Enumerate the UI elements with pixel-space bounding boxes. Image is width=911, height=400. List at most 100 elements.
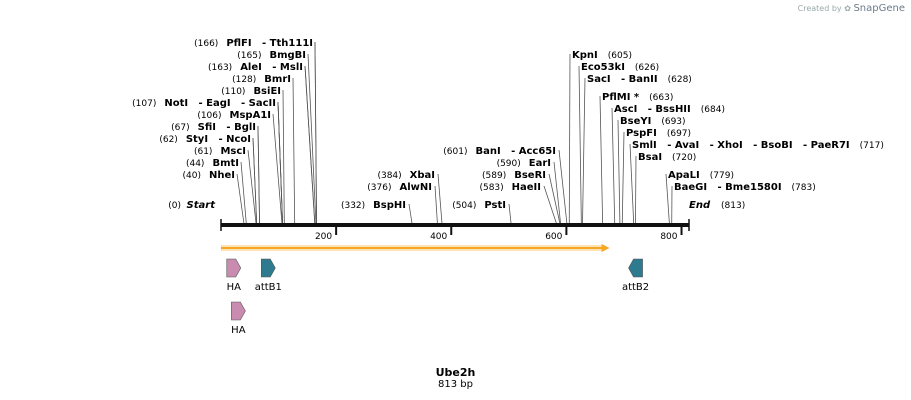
site-position: (44) bbox=[186, 159, 204, 169]
tick-label: 600 bbox=[545, 232, 562, 242]
site-line bbox=[635, 155, 637, 225]
site-position: (589) bbox=[482, 171, 506, 181]
site-position: (166) bbox=[194, 39, 218, 49]
start-position: (0) bbox=[168, 201, 181, 211]
site-label: SfiI - BglI bbox=[198, 122, 256, 133]
tick-label: 800 bbox=[660, 232, 677, 242]
end-position: (813) bbox=[721, 201, 745, 211]
site-line bbox=[617, 119, 621, 225]
site-line bbox=[240, 161, 247, 225]
site-position: (165) bbox=[237, 51, 261, 61]
site-position: (626) bbox=[635, 63, 659, 73]
site-line bbox=[508, 203, 512, 225]
orf-arrowhead bbox=[601, 244, 610, 252]
site-line bbox=[292, 77, 296, 225]
site-lines bbox=[236, 41, 673, 225]
site-position: (628) bbox=[668, 75, 692, 85]
site-label: NheI bbox=[209, 170, 235, 181]
site-line bbox=[621, 131, 625, 225]
feature-label: attB2 bbox=[622, 282, 649, 293]
site-label: PflMI * bbox=[602, 92, 640, 103]
end-label: End bbox=[689, 200, 711, 211]
site-line bbox=[437, 173, 443, 225]
site-line bbox=[568, 53, 571, 225]
site-label: BmtI bbox=[212, 158, 239, 169]
site-line bbox=[665, 173, 670, 225]
dna-backbone: 200 400 600 800 bbox=[220, 219, 690, 242]
site-label: BseRI bbox=[514, 170, 546, 181]
site-line bbox=[553, 161, 562, 225]
site-line bbox=[548, 173, 561, 225]
site-labels: (0) Start End (813) PflFI - Tth111I (166) BmgB… bbox=[132, 38, 884, 211]
site-line bbox=[599, 95, 604, 225]
tick-label: 400 bbox=[430, 232, 447, 242]
feature-label: HA bbox=[227, 282, 242, 293]
sequence-length: 813 bp bbox=[438, 379, 473, 390]
site-line bbox=[257, 125, 260, 225]
start-label: Start bbox=[187, 200, 217, 211]
site-position: (779) bbox=[710, 171, 734, 181]
site-label: BanI - Acc65I bbox=[475, 146, 556, 157]
site-position: (40) bbox=[183, 171, 201, 181]
site-line bbox=[252, 137, 258, 225]
site-line bbox=[558, 149, 568, 225]
site-position: (128) bbox=[232, 75, 256, 85]
credit-prefix: Created by bbox=[797, 4, 842, 13]
site-label: BmgBI bbox=[269, 50, 306, 61]
site-position: (684) bbox=[701, 105, 725, 115]
site-label: StyI - NcoI bbox=[186, 134, 251, 145]
snapgene-credit: Created by ✿ SnapGene bbox=[798, 3, 905, 14]
site-position: (106) bbox=[197, 111, 221, 121]
site-label: XbaI bbox=[410, 170, 435, 181]
site-line bbox=[277, 101, 283, 225]
site-position: (605) bbox=[608, 51, 632, 61]
feature-ha-arrow bbox=[226, 258, 242, 278]
site-label: BseYI bbox=[620, 116, 651, 127]
site-line bbox=[611, 107, 616, 225]
snapgene-logo-icon: ✿ bbox=[844, 4, 851, 13]
feature-track: HA attB1 attB2 HA bbox=[221, 244, 649, 336]
tick-label: 200 bbox=[315, 232, 332, 242]
site-position: (62) bbox=[159, 135, 177, 145]
site-position: (717) bbox=[860, 141, 884, 151]
site-label: MscI bbox=[220, 146, 246, 157]
site-line bbox=[582, 77, 586, 225]
backbone-bar bbox=[221, 223, 689, 227]
site-line bbox=[236, 173, 245, 225]
site-position: (693) bbox=[661, 117, 685, 127]
site-position: (583) bbox=[479, 183, 503, 193]
site-position: (663) bbox=[649, 93, 673, 103]
site-line bbox=[578, 65, 582, 225]
site-label: ApaLI bbox=[668, 170, 700, 181]
feature-ha-arrow bbox=[231, 301, 246, 321]
site-position: (783) bbox=[792, 183, 816, 193]
site-label: MspA1I bbox=[230, 110, 271, 121]
site-position: (107) bbox=[132, 99, 156, 109]
sequence-title: Ube2h bbox=[435, 366, 476, 379]
site-label: SmlI - AvaI - XhoI - BsoBI - PaeR7I bbox=[632, 140, 850, 151]
site-position: (720) bbox=[672, 153, 696, 163]
site-label: PstI bbox=[484, 200, 506, 211]
site-label: BaeGI - Bme1580I bbox=[674, 182, 782, 193]
site-label: SacI - BanII bbox=[587, 74, 658, 85]
site-position: (61) bbox=[194, 147, 212, 157]
feature-attb1-arrow bbox=[260, 258, 276, 278]
site-line bbox=[408, 203, 413, 225]
site-position: (376) bbox=[367, 183, 391, 193]
site-position: (67) bbox=[171, 123, 189, 133]
site-line bbox=[247, 149, 257, 225]
site-label: Eco53kI bbox=[581, 62, 625, 73]
site-position: (332) bbox=[341, 201, 365, 211]
site-label: AleI - MslI bbox=[240, 62, 303, 73]
site-line bbox=[272, 113, 283, 225]
site-label: BsiEI bbox=[253, 86, 281, 97]
feature-attb2-arrow bbox=[628, 258, 643, 278]
site-label: BsaI bbox=[638, 152, 662, 163]
site-position: (163) bbox=[208, 63, 232, 73]
feature-label: attB1 bbox=[255, 282, 282, 293]
site-label: KpnI bbox=[572, 50, 598, 61]
site-position: (601) bbox=[443, 147, 467, 157]
site-label: AlwNI bbox=[400, 182, 433, 193]
site-label: BmrI bbox=[264, 74, 291, 85]
